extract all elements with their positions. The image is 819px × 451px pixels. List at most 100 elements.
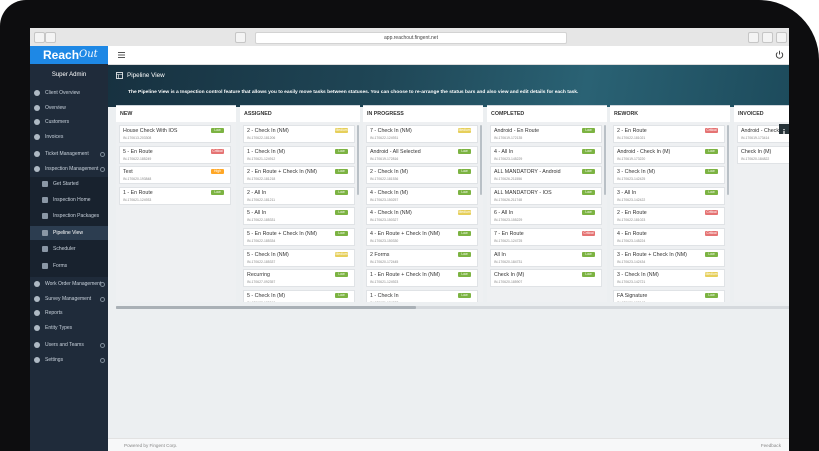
task-card[interactable]: 1 - Check In (M) IN-170621-124912 Low [243,145,355,164]
info-button[interactable] [779,124,789,135]
task-card[interactable]: ALL MANDATORY - IOS IN-170626-211748 Low [490,186,602,205]
task-card[interactable]: 2 - All In IN-170622-181211 Low [243,186,355,205]
card-id: IN-170619-173220 [617,156,646,161]
feedback-link[interactable]: Feedback [760,443,781,448]
task-card[interactable]: Android - Check In (M) IN-170619-173220 Lo… [613,145,725,164]
nav-item[interactable]: Overview [30,101,108,115]
column-title[interactable]: COMPLETED [487,105,607,122]
nav-item[interactable]: Inspection Management [30,162,108,176]
task-card[interactable]: 7 - En Route IN-170621-124725 Critical [490,228,602,246]
share-button[interactable] [748,32,759,43]
nav-item[interactable]: Customers [30,115,108,129]
task-card[interactable]: 3 - All In IN-170623-142422 Low [613,186,725,205]
task-card[interactable]: 1 - En Route + Check In (NM) IN-170621-12… [366,269,478,288]
task-card[interactable]: 5 - All In IN-170622-185331 Low [243,207,355,226]
task-card[interactable]: 4 - All In IN-170623-145229 Low [490,145,602,164]
task-card[interactable]: 5 - En Route + Check In (NM) IN-170622-18… [243,228,355,246]
task-card[interactable]: ALL MANDATORY - Android IN-170626-211556 L… [490,166,602,185]
task-card[interactable]: 2 Forms IN-170620-172445 Low [366,248,478,267]
screen: app.reachout.fingent.net Reach Out Super… [30,28,789,451]
task-card[interactable]: 4 - Check In (NM) IN-170623-150327 Medium [366,207,478,226]
task-card[interactable]: Check In (M)IN-170620-184822Low [737,145,789,164]
back-button[interactable] [34,32,45,43]
task-card[interactable]: 2 - En Route IN-170622-181023 Critical [613,207,725,226]
privacy-button[interactable] [235,32,246,43]
tabs-button[interactable] [762,32,773,43]
sub-nav-item[interactable]: Get Started [30,177,108,191]
task-card[interactable]: 2 - En Route IN-170622-181021 Critical [613,125,725,143]
priority-badge: Medium [458,128,471,133]
vertical-scrollbar[interactable] [357,125,359,195]
expand-icon[interactable] [100,282,105,287]
task-card[interactable]: 2 - Check In (NM) IN-170622-181206 Medium [243,125,355,143]
nav-item[interactable]: Settings [30,353,108,367]
sub-nav-item[interactable]: Pipeline View [30,225,108,240]
nav-item[interactable]: Invoices [30,130,108,144]
sub-nav-item[interactable]: Inspection Packages [30,209,108,223]
sub-nav-item[interactable]: Forms [30,259,108,273]
task-card[interactable]: 2 - En Route + Check In (NM) IN-170622-18… [243,166,355,185]
power-icon[interactable] [775,50,784,59]
task-card[interactable]: Android - En Route IN-170619-172135 Low [490,125,602,143]
task-card[interactable]: 4 - Check In (M) IN-170623-150257 Low [366,186,478,205]
task-card[interactable]: House Check With IOS IN-170613-203308 Low [119,125,231,143]
nav-item[interactable]: Ticket Management [30,147,108,161]
card-id: IN-170619-172135 [494,136,523,140]
vertical-scrollbar[interactable] [480,125,482,195]
vertical-scrollbar[interactable] [604,125,606,195]
task-card[interactable]: Android - Check In (M)IN-170619-173414Lo… [737,125,789,143]
vertical-scrollbar[interactable] [727,125,729,195]
expand-icon[interactable] [100,343,105,349]
card-id: IN-170623-150257 [370,197,399,202]
task-card[interactable]: All In IN-170620-184731 Low [490,248,602,267]
column-title[interactable]: ASSIGNED [240,105,360,122]
card-title: 5 - En Route + Check In (NM) [247,231,317,237]
column-title[interactable]: INVOICED [734,105,789,122]
task-card[interactable]: 4 - En Route IN-170623-145224 Critical [613,228,725,246]
logo[interactable]: Reach Out [30,46,108,64]
nav-item[interactable]: Reports [30,306,108,320]
nav-item[interactable]: Entity Types [30,321,108,335]
task-card[interactable]: 2 - Check In (M) IN-170622-181536 Low [366,166,478,185]
task-card[interactable]: 7 - Check In (NM) IN-170622-124931 Medium [366,125,478,143]
column-title[interactable]: REWORK [610,105,730,122]
task-card[interactable]: Android - All Selected IN-170619-172816 Lo… [366,145,478,164]
task-card[interactable]: 1 - En Route IN-170621-124933 Low [119,186,231,205]
forward-button[interactable] [45,32,56,43]
column-title[interactable]: IN PROGRESS [363,105,483,122]
menu-icon[interactable] [118,51,126,59]
scroll-thumb[interactable] [116,306,416,309]
nav-label: Overview [45,104,66,111]
task-card[interactable]: 3 - En Route + Check In (NM) IN-170623-14… [613,248,725,267]
nav-item[interactable]: Client Overview [30,86,108,100]
expand-icon[interactable] [100,296,105,302]
sub-nav-item[interactable]: Scheduler [30,242,108,256]
column-title[interactable]: NEW [116,105,236,122]
sub-nav-item[interactable]: Inspection Home [30,193,108,207]
task-card[interactable]: 6 - All In IN-170623-155229 Low [490,207,602,226]
task-card[interactable]: 3 - Check In (NM) IN-170623-142721 Medium [613,269,725,288]
task-card[interactable]: 4 - En Route + Check In (NM) IN-170623-15… [366,228,478,246]
task-card[interactable]: 1 - Check In IN-170621-124927 Low [366,289,478,302]
task-card[interactable]: Check In (M) IN-170620-185907 Low [490,269,602,288]
nav-item[interactable]: Survey Management [30,292,108,306]
task-card[interactable]: Recurring IN-170627-092357 Low [243,269,355,288]
task-card[interactable]: 3 - Check In (M) IN-170623-142425 Low [613,166,725,185]
nav-item[interactable]: Users and Teams [30,338,108,352]
expand-icon[interactable] [100,167,105,172]
card-id: IN-170619-173414 [741,136,770,140]
nav-icon [34,133,40,140]
add-tab-button[interactable] [776,32,787,43]
priority-badge: Medium [335,128,348,133]
task-card[interactable]: 5 - Check In (M) IN-170622-185340 Low [243,289,355,302]
expand-icon[interactable] [100,358,105,363]
page-banner: Pipeline View The Pipeline View is a Ins… [108,65,789,107]
url-bar[interactable]: app.reachout.fingent.net [255,32,567,44]
expand-icon[interactable] [100,152,105,158]
nav-item[interactable]: Work Order Management [30,277,108,291]
task-card[interactable]: 5 - En Route IN-170622-185249 Critical [119,145,231,164]
task-card[interactable]: 5 - Check In (NM) IN-170622-185337 Medium [243,248,355,267]
task-card[interactable]: Text IN-170620-193848 High [119,166,231,185]
horizontal-scrollbar[interactable] [116,306,789,309]
task-card[interactable]: FA Signature IN-170626-103148 Low [613,289,725,302]
